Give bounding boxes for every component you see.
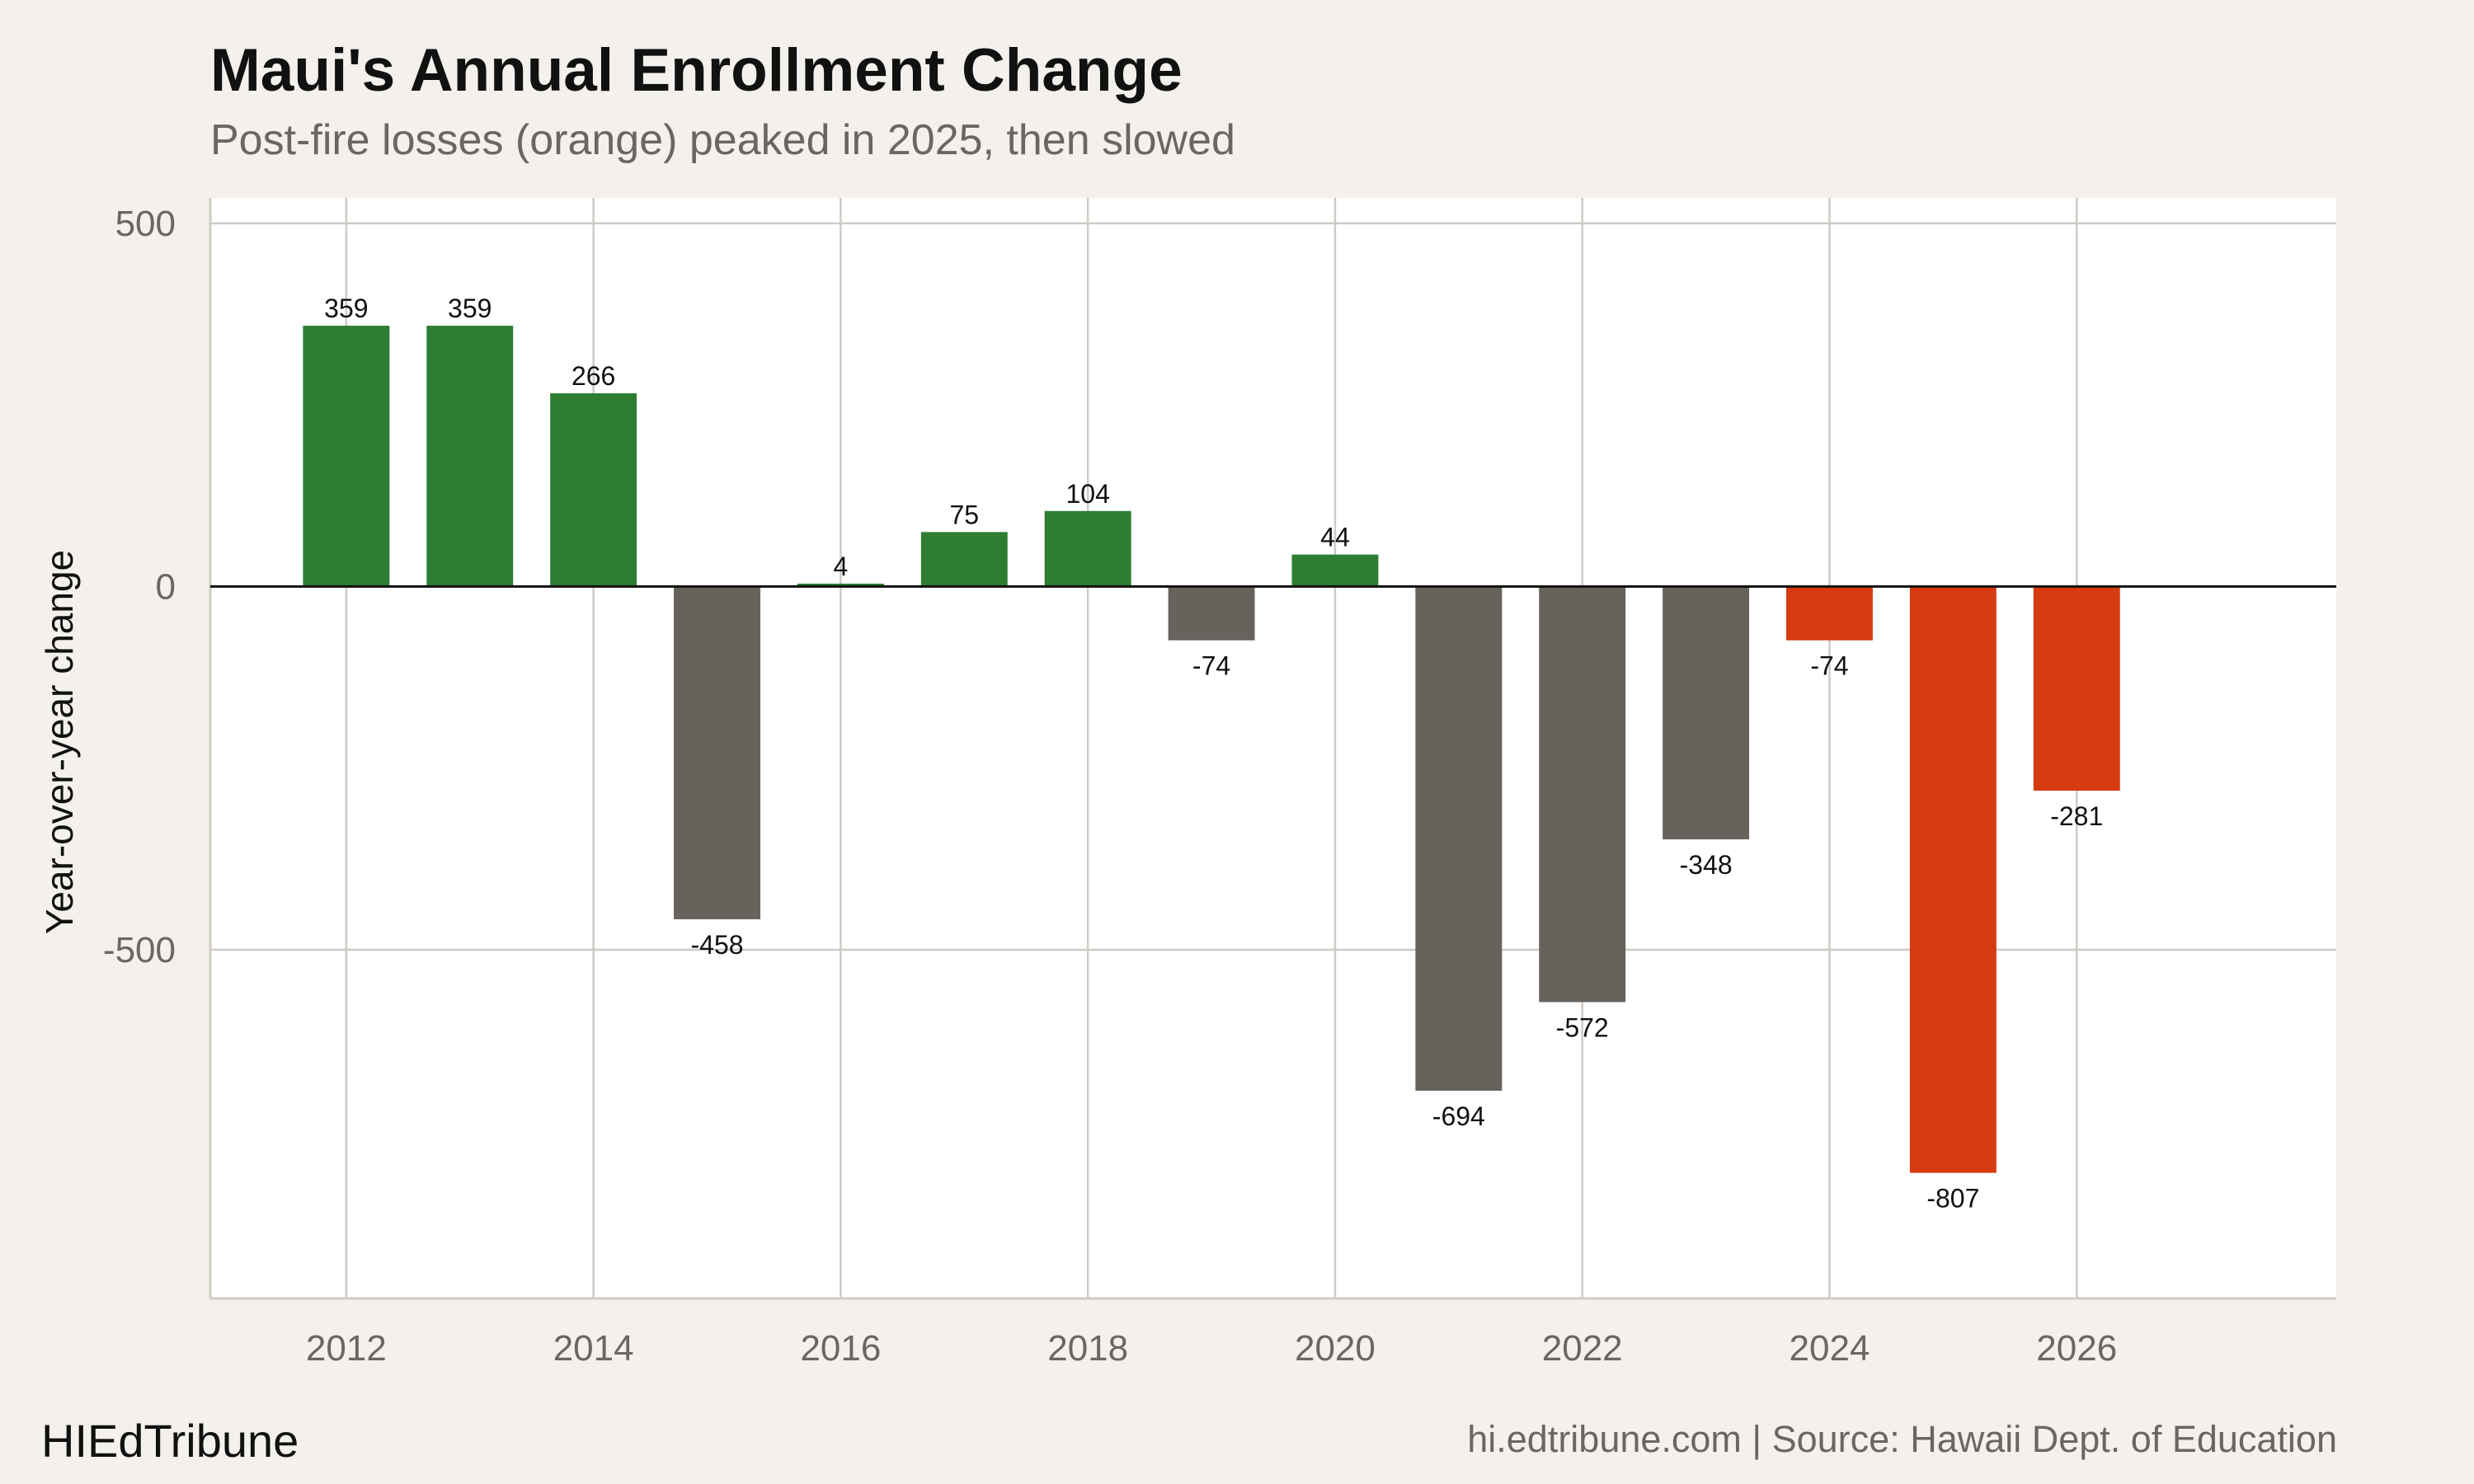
data-label-2014: 266 bbox=[571, 361, 615, 391]
data-label-2015: -458 bbox=[690, 930, 743, 960]
x-tick-label-2014: 2014 bbox=[553, 1328, 634, 1369]
bar-2020 bbox=[1291, 554, 1379, 587]
data-label-2013: 359 bbox=[448, 294, 492, 323]
bar-2019 bbox=[1168, 586, 1255, 641]
brand-logo-text: HIEdTribune bbox=[41, 1415, 299, 1467]
bar-2012 bbox=[303, 326, 390, 587]
x-tick-label-2024: 2024 bbox=[1790, 1328, 1870, 1369]
chart-title: Maui's Annual Enrollment Change bbox=[210, 37, 1183, 104]
x-tick-label-2016: 2016 bbox=[800, 1328, 881, 1369]
bar-2013 bbox=[426, 326, 514, 587]
plot-panel bbox=[210, 198, 2336, 1298]
bar-2017 bbox=[920, 532, 1008, 587]
data-label-2016: 4 bbox=[834, 552, 849, 581]
data-label-2022: -572 bbox=[1556, 1012, 1609, 1042]
bar-2016 bbox=[797, 583, 884, 587]
data-label-2023: -348 bbox=[1680, 850, 1733, 880]
x-tick-label-2012: 2012 bbox=[306, 1328, 387, 1369]
bar-2024 bbox=[1786, 586, 1873, 641]
x-tick-label-2022: 2022 bbox=[1542, 1328, 1623, 1369]
data-label-2024: -74 bbox=[1810, 651, 1848, 681]
x-tick-label-2026: 2026 bbox=[2036, 1328, 2117, 1369]
bar-2025 bbox=[1909, 586, 1997, 1173]
data-label-2025: -807 bbox=[1926, 1184, 1979, 1214]
data-label-2018: 104 bbox=[1065, 479, 1109, 509]
bar-2014 bbox=[550, 393, 637, 587]
bar-2022 bbox=[1539, 586, 1626, 1003]
data-label-2019: -74 bbox=[1192, 651, 1230, 681]
data-label-2020: 44 bbox=[1320, 523, 1350, 552]
bar-2015 bbox=[674, 586, 760, 920]
chart-subtitle: Post-fire losses (orange) peaked in 2025… bbox=[210, 116, 1235, 164]
x-tick-label-2020: 2020 bbox=[1295, 1328, 1376, 1369]
bar-2026 bbox=[2033, 586, 2120, 791]
x-tick-label-2018: 2018 bbox=[1047, 1328, 1128, 1369]
data-label-2026: -281 bbox=[2050, 801, 2103, 831]
y-tick-label: 500 bbox=[115, 204, 176, 244]
data-label-2017: 75 bbox=[949, 500, 979, 529]
bar-2021 bbox=[1415, 586, 1503, 1091]
data-label-2021: -694 bbox=[1432, 1101, 1485, 1131]
bar-2023 bbox=[1663, 586, 1750, 840]
bar-2018 bbox=[1044, 510, 1131, 587]
data-label-2012: 359 bbox=[324, 294, 368, 323]
source-credit: hi.edtribune.com | Source: Hawaii Dept. … bbox=[1467, 1418, 2337, 1460]
y-tick-label: 0 bbox=[156, 566, 176, 607]
y-tick-label: -500 bbox=[103, 930, 176, 970]
